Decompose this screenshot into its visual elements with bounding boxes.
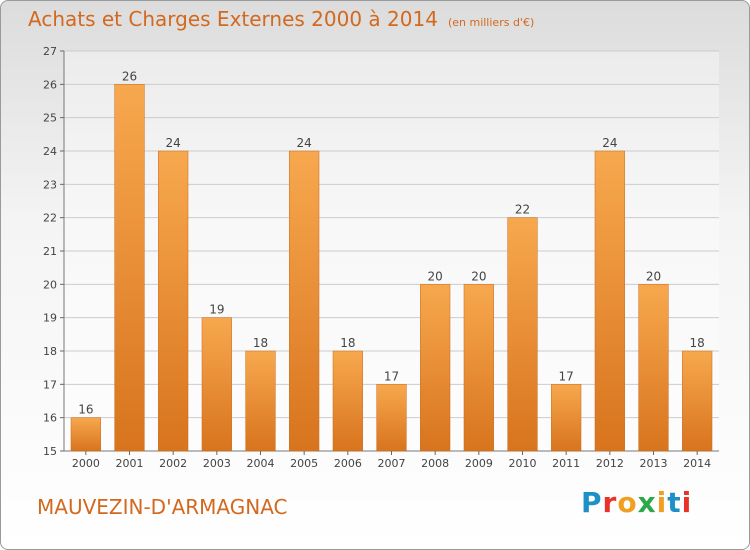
bar-value-label: 20 <box>646 269 661 283</box>
bar <box>507 217 538 452</box>
logo-letter: t <box>667 486 682 519</box>
bar-value-label: 18 <box>690 336 705 350</box>
x-tick-label: 2014 <box>683 457 711 470</box>
y-tick-label: 27 <box>43 45 57 58</box>
bar-value-label: 26 <box>122 69 137 83</box>
bar-value-label: 20 <box>471 269 486 283</box>
x-tick-label: 2007 <box>378 457 406 470</box>
x-tick-label: 2004 <box>247 457 275 470</box>
bar <box>638 284 669 452</box>
bar <box>682 350 713 452</box>
bar <box>245 350 276 452</box>
x-tick-label: 2012 <box>596 457 624 470</box>
y-tick-label: 22 <box>43 212 57 225</box>
y-tick-label: 17 <box>43 378 57 391</box>
logo-letter: x <box>637 486 657 519</box>
x-tick-label: 2001 <box>116 457 144 470</box>
bar <box>70 417 101 452</box>
logo-letter: i <box>656 486 668 519</box>
x-tick-label: 2000 <box>72 457 100 470</box>
bar-value-label: 24 <box>602 136 617 150</box>
bar <box>463 284 494 452</box>
bar-value-label: 17 <box>384 369 399 383</box>
x-tick-label: 2003 <box>203 457 231 470</box>
y-tick-label: 21 <box>43 245 57 258</box>
bar-value-label: 16 <box>78 403 93 417</box>
x-tick-label: 2011 <box>552 457 580 470</box>
y-tick-label: 16 <box>43 412 57 425</box>
bar-value-label: 24 <box>297 136 312 150</box>
bar <box>289 150 320 452</box>
bar <box>114 84 145 452</box>
y-tick-label: 26 <box>43 78 57 91</box>
bar <box>594 150 625 452</box>
logo-letter: o <box>617 486 638 519</box>
x-tick-label: 2006 <box>334 457 362 470</box>
bar-value-label: 24 <box>166 136 181 150</box>
x-tick-label: 2009 <box>465 457 493 470</box>
bar <box>332 350 363 452</box>
y-tick-label: 19 <box>43 312 57 325</box>
x-tick-label: 2008 <box>421 457 449 470</box>
bar-value-label: 17 <box>559 369 574 383</box>
y-tick-label: 15 <box>43 445 57 458</box>
proxiti-logo[interactable]: Proxiti <box>581 486 692 519</box>
logo-letter: i <box>681 486 693 519</box>
chart-title-text: Achats et Charges Externes 2000 à 2014 <box>28 7 438 31</box>
bar-value-label: 18 <box>253 336 268 350</box>
logo-letter: r <box>602 486 618 519</box>
city-name: MAUVEZIN-D'ARMAGNAC <box>37 495 288 519</box>
bar-value-label: 19 <box>209 303 224 317</box>
x-tick-label: 2010 <box>509 457 537 470</box>
bar <box>420 284 451 452</box>
x-tick-label: 2005 <box>290 457 318 470</box>
y-tick-label: 24 <box>43 145 57 158</box>
chart-title: Achats et Charges Externes 2000 à 2014 (e… <box>28 7 534 31</box>
bar-value-label: 18 <box>340 336 355 350</box>
y-tick-label: 20 <box>43 278 57 291</box>
bar <box>551 384 582 452</box>
y-tick-label: 18 <box>43 345 57 358</box>
bar <box>158 150 189 452</box>
y-tick-label: 25 <box>43 112 57 125</box>
chart-unit: (en milliers d'€) <box>447 16 535 29</box>
bar <box>201 317 232 452</box>
bar <box>376 384 407 452</box>
logo-letter: P <box>581 486 603 519</box>
x-tick-label: 2013 <box>640 457 668 470</box>
bar-value-label: 22 <box>515 203 530 217</box>
y-tick-label: 23 <box>43 178 57 191</box>
bar-value-label: 20 <box>428 269 443 283</box>
x-tick-label: 2002 <box>159 457 187 470</box>
